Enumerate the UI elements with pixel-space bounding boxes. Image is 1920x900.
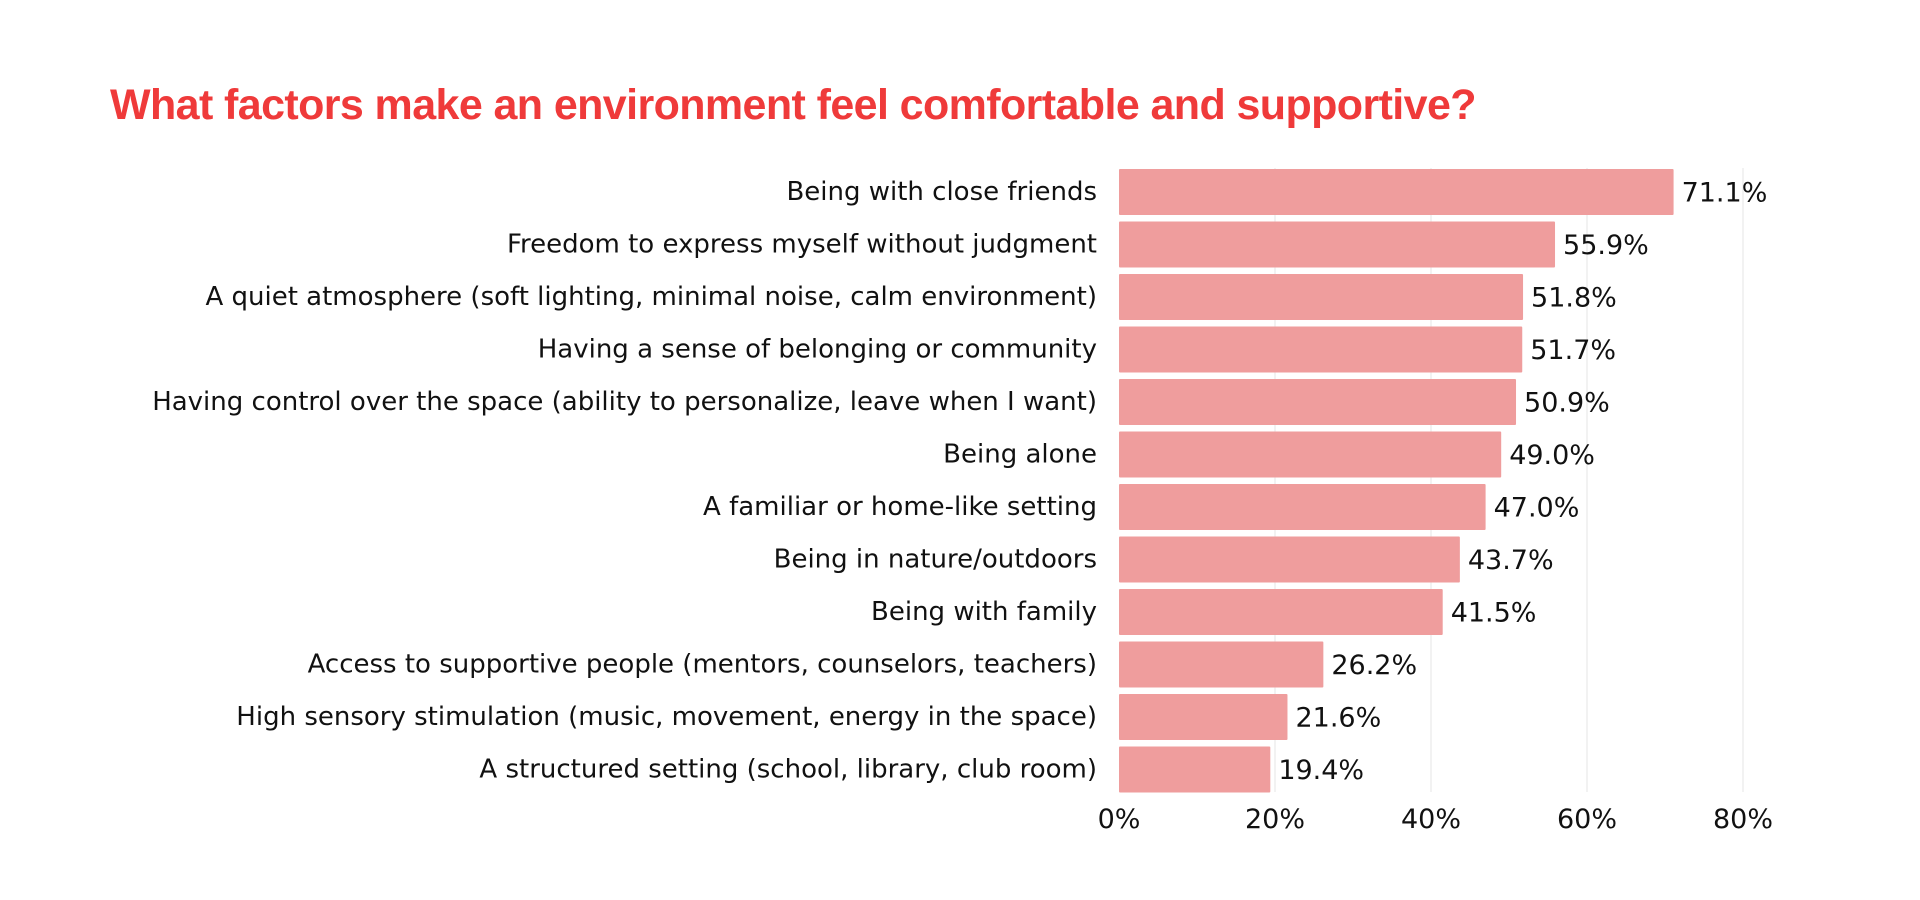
data-label: 51.7% xyxy=(1530,335,1616,366)
category-label: Having a sense of belonging or community xyxy=(538,335,1097,365)
data-label: 49.0% xyxy=(1509,440,1595,471)
bar xyxy=(1119,536,1460,583)
bar xyxy=(1119,746,1271,793)
bars xyxy=(1119,169,1674,793)
bar xyxy=(1119,221,1556,268)
data-label: 21.6% xyxy=(1295,703,1381,734)
bar xyxy=(1119,589,1443,635)
data-label: 26.2% xyxy=(1331,650,1417,681)
bar xyxy=(1119,326,1523,373)
data-label: 41.5% xyxy=(1451,598,1537,629)
data-label: 71.1% xyxy=(1682,178,1768,209)
x-tick-label: 60% xyxy=(1557,804,1617,835)
category-label: Being in nature/outdoors xyxy=(774,545,1097,575)
data-label: 55.9% xyxy=(1563,230,1649,261)
bar xyxy=(1119,694,1288,740)
bar xyxy=(1119,274,1524,320)
category-label: Being alone xyxy=(943,440,1097,470)
bar xyxy=(1119,169,1674,215)
data-label: 47.0% xyxy=(1494,493,1580,524)
grid-lines xyxy=(1274,168,1744,792)
x-tick-label: 40% xyxy=(1401,804,1461,835)
bar xyxy=(1119,484,1486,530)
x-tick-label: 80% xyxy=(1713,804,1773,835)
category-label: Access to supportive people (mentors, co… xyxy=(308,650,1097,680)
bar xyxy=(1119,431,1502,478)
category-label: Having control over the space (ability t… xyxy=(152,387,1097,417)
data-label: 43.7% xyxy=(1468,545,1554,576)
chart-title: What factors make an environment feel co… xyxy=(110,81,1477,129)
data-label: 51.8% xyxy=(1531,283,1617,314)
bar xyxy=(1119,379,1517,425)
data-label: 50.9% xyxy=(1524,388,1610,419)
x-tick-label: 20% xyxy=(1245,804,1305,835)
data-label: 19.4% xyxy=(1278,755,1364,786)
category-label: Being with close friends xyxy=(786,177,1097,207)
category-label: A structured setting (school, library, c… xyxy=(479,755,1097,785)
bar xyxy=(1119,641,1324,688)
category-label: A familiar or home-like setting xyxy=(703,492,1097,522)
category-label: High sensory stimulation (music, movemen… xyxy=(236,702,1097,732)
category-label: Freedom to express myself without judgme… xyxy=(507,230,1097,260)
x-tick-label: 0% xyxy=(1098,804,1141,835)
category-label: Being with family xyxy=(871,597,1097,627)
category-label: A quiet atmosphere (soft lighting, minim… xyxy=(205,282,1097,312)
labels: 0% 20% 40% 60% 80% Being with close friends 71… xyxy=(152,177,1773,835)
